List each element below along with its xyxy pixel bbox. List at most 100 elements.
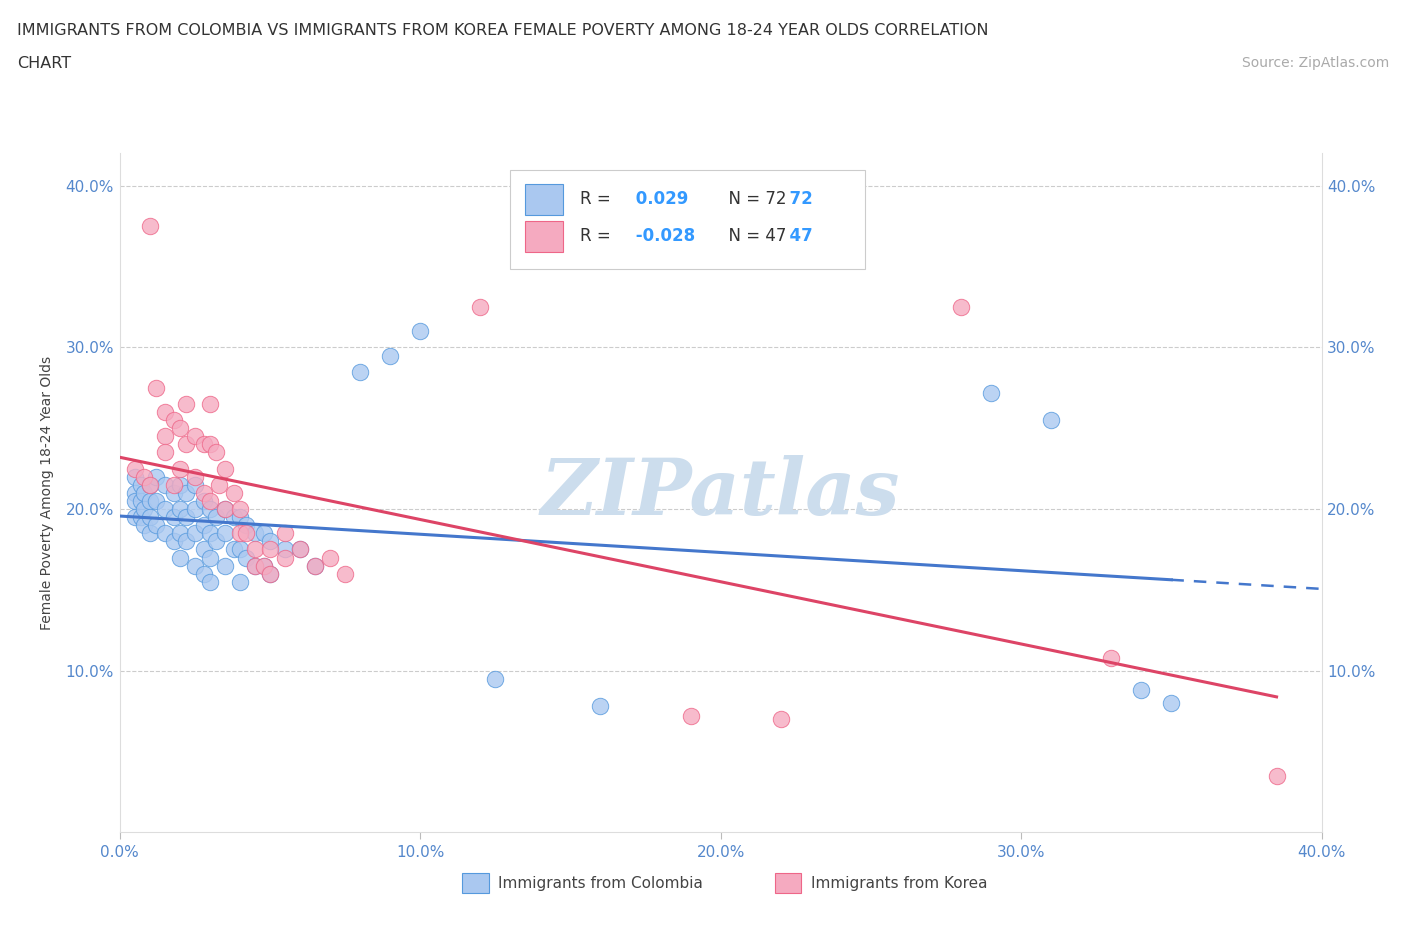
Bar bbox=[524, 184, 562, 215]
Point bbox=[1130, 683, 1153, 698]
Point bbox=[193, 437, 215, 452]
Point bbox=[333, 566, 356, 581]
Bar bbox=[775, 873, 801, 894]
Point bbox=[228, 510, 252, 525]
Point bbox=[162, 413, 184, 428]
Point bbox=[980, 385, 1002, 400]
Point bbox=[214, 501, 236, 516]
Point bbox=[162, 477, 184, 492]
Point bbox=[274, 525, 297, 540]
Point bbox=[259, 566, 281, 581]
Point bbox=[222, 485, 245, 500]
Point bbox=[198, 396, 221, 411]
Point bbox=[214, 558, 236, 573]
Point bbox=[183, 525, 205, 540]
Point bbox=[484, 671, 506, 686]
Point bbox=[145, 518, 167, 533]
Text: N = 47: N = 47 bbox=[718, 227, 786, 246]
Point bbox=[378, 348, 401, 363]
Point bbox=[169, 420, 191, 435]
Point bbox=[193, 485, 215, 500]
Point bbox=[153, 501, 176, 516]
Point bbox=[198, 551, 221, 565]
Text: 72: 72 bbox=[779, 190, 813, 208]
Point bbox=[214, 461, 236, 476]
Point bbox=[193, 566, 215, 581]
Point bbox=[288, 542, 311, 557]
Point bbox=[169, 477, 191, 492]
Point bbox=[153, 445, 176, 460]
Point bbox=[198, 575, 221, 590]
Point bbox=[153, 525, 176, 540]
Point bbox=[589, 698, 612, 713]
Bar bbox=[524, 221, 562, 252]
Point bbox=[129, 494, 152, 509]
Point bbox=[169, 525, 191, 540]
Text: Immigrants from Colombia: Immigrants from Colombia bbox=[498, 876, 703, 891]
Point bbox=[129, 510, 152, 525]
Point bbox=[288, 542, 311, 557]
Text: R =: R = bbox=[579, 227, 610, 246]
Point bbox=[259, 534, 281, 549]
Point bbox=[174, 534, 197, 549]
Text: Immigrants from Korea: Immigrants from Korea bbox=[811, 876, 987, 891]
Point bbox=[468, 299, 492, 314]
Point bbox=[769, 711, 792, 726]
Point bbox=[138, 494, 160, 509]
Point bbox=[193, 494, 215, 509]
Point bbox=[235, 518, 257, 533]
Point bbox=[228, 542, 252, 557]
Point bbox=[1099, 650, 1122, 665]
Point bbox=[174, 396, 197, 411]
Text: ZIPatlas: ZIPatlas bbox=[541, 455, 900, 531]
Point bbox=[132, 501, 155, 516]
Point bbox=[169, 461, 191, 476]
Point bbox=[183, 477, 205, 492]
Point bbox=[193, 518, 215, 533]
Point bbox=[124, 494, 146, 509]
Point bbox=[235, 551, 257, 565]
Point bbox=[228, 575, 252, 590]
Point bbox=[204, 534, 226, 549]
Point bbox=[349, 365, 371, 379]
Point bbox=[259, 566, 281, 581]
Text: R =: R = bbox=[579, 190, 610, 208]
Point bbox=[145, 470, 167, 485]
Point bbox=[304, 558, 326, 573]
Point bbox=[153, 405, 176, 419]
Point bbox=[950, 299, 973, 314]
Point bbox=[235, 525, 257, 540]
Point bbox=[145, 494, 167, 509]
Y-axis label: Female Poverty Among 18-24 Year Olds: Female Poverty Among 18-24 Year Olds bbox=[41, 356, 55, 630]
Point bbox=[253, 558, 276, 573]
Point bbox=[1160, 696, 1182, 711]
Point bbox=[253, 525, 276, 540]
Point bbox=[198, 437, 221, 452]
Point bbox=[124, 485, 146, 500]
Point bbox=[319, 551, 342, 565]
Point bbox=[214, 525, 236, 540]
Point bbox=[138, 477, 160, 492]
Point bbox=[222, 542, 245, 557]
Point bbox=[198, 494, 221, 509]
Point bbox=[138, 219, 160, 233]
Point bbox=[243, 525, 266, 540]
Point bbox=[243, 542, 266, 557]
Point bbox=[193, 542, 215, 557]
Point bbox=[253, 558, 276, 573]
Point bbox=[304, 558, 326, 573]
Point bbox=[274, 542, 297, 557]
Point bbox=[162, 534, 184, 549]
Point bbox=[138, 525, 160, 540]
Point bbox=[409, 324, 432, 339]
Point bbox=[228, 525, 252, 540]
Point bbox=[124, 470, 146, 485]
Text: N = 72: N = 72 bbox=[718, 190, 787, 208]
Point bbox=[124, 461, 146, 476]
Point bbox=[208, 477, 231, 492]
Text: -0.028: -0.028 bbox=[630, 227, 696, 246]
Text: IMMIGRANTS FROM COLOMBIA VS IMMIGRANTS FROM KOREA FEMALE POVERTY AMONG 18-24 YEA: IMMIGRANTS FROM COLOMBIA VS IMMIGRANTS F… bbox=[17, 23, 988, 38]
Point bbox=[183, 429, 205, 444]
Point bbox=[243, 558, 266, 573]
Text: Source: ZipAtlas.com: Source: ZipAtlas.com bbox=[1241, 56, 1389, 70]
